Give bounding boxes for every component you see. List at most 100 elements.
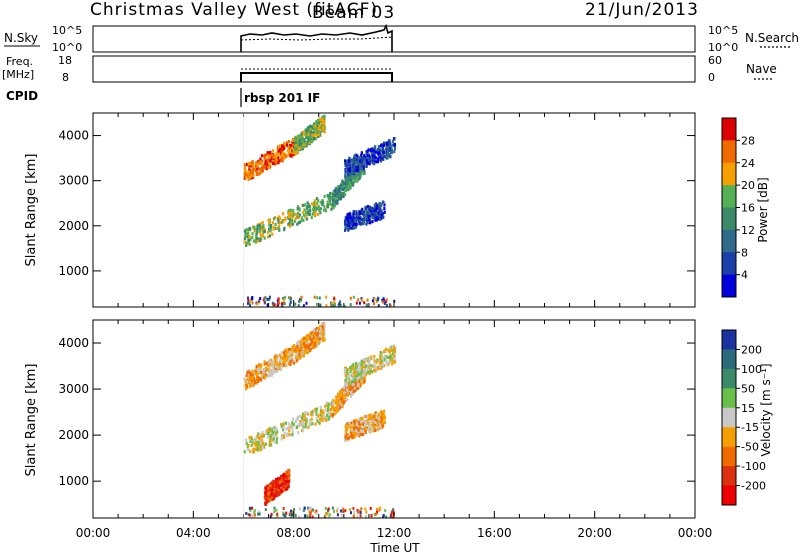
range-cell [351,386,354,390]
range-cell [311,341,314,345]
range-cell [368,427,371,431]
range-cell [339,300,341,304]
range-cell [372,429,375,433]
range-cell [302,428,305,432]
range-cell [301,349,304,353]
range-cell [247,443,250,448]
range-cell [269,434,272,438]
range-cell [308,507,311,511]
range-cell [315,407,319,411]
range-cell [309,130,313,134]
range-cell [371,370,374,374]
range-cell [386,362,389,366]
range-cell [272,153,275,157]
range-cell [294,135,297,139]
range-cell [304,425,307,429]
range-cell [359,514,362,518]
range-cell [290,423,293,427]
range-cell [319,417,322,421]
range-cell [281,425,284,429]
range-cell [314,208,317,212]
range-cell [378,214,382,218]
range-cell [331,405,334,409]
range-cell [341,399,344,403]
range-cell [316,212,320,216]
range-cell [352,515,355,519]
range-cell [386,153,389,157]
range-cell [316,328,319,333]
range-cell [321,329,324,333]
range-cell [314,331,317,335]
range-cell [343,182,347,186]
range-cell [365,164,368,168]
range-cell [285,362,288,366]
range-cell [252,373,255,377]
range-cell [346,437,349,441]
range-cell [374,155,377,159]
range-cell [364,507,367,511]
range-cell [317,132,320,136]
range-cell [348,219,351,223]
range-cell [266,297,269,301]
range-cell [352,392,355,396]
range-cell [339,397,342,401]
range-cell [366,219,369,223]
range-cell [317,414,320,418]
range-cell [283,302,286,306]
range-cell [357,157,360,161]
range-cell [345,372,348,377]
range-cell [289,362,292,366]
colorbar-segment [722,446,736,467]
range-cell [246,377,249,382]
range-cell [276,482,280,487]
range-cell [381,412,384,416]
range-cell [287,422,290,426]
range-cell [277,146,280,150]
range-cell [354,428,357,432]
range-cell [276,430,279,434]
range-cell [277,155,280,160]
range-cell [368,214,371,219]
range-cell [246,174,249,178]
range-cell [314,407,317,412]
range-cell [383,301,386,305]
range-cell [352,182,355,186]
range-cell [388,142,391,146]
range-cell [368,366,371,370]
range-cell [327,402,330,406]
range-cell [315,409,318,413]
range-cell [273,510,276,514]
range-cell [333,197,336,201]
range-cell [371,160,374,165]
range-cell [363,365,367,370]
range-cell [285,475,288,479]
range-cell [356,377,359,381]
range-cell [312,124,315,128]
range-cell [361,420,364,424]
range-cell [346,427,349,431]
range-cell [313,130,316,134]
range-cell [244,379,247,383]
range-cell [364,362,367,366]
range-cell [383,207,386,211]
range-cell [305,217,309,221]
range-cell [267,486,270,491]
range-cell [349,381,352,385]
range-cell [361,158,365,162]
range-cell [390,356,393,360]
range-cell [257,441,260,445]
range-cell [382,514,385,517]
y-tick-label: 2000 [58,219,89,233]
range-cell [360,166,363,170]
range-cell [367,212,370,216]
range-cell [274,363,277,367]
range-cell [319,207,322,211]
freq-frame [92,55,696,83]
range-cell [261,220,264,225]
nsky-frame [92,25,696,53]
range-cell [297,431,300,435]
colorbar-tick-label: 16 [741,202,755,215]
range-cell [349,172,352,176]
range-cell [296,149,299,153]
range-cell [344,381,347,385]
